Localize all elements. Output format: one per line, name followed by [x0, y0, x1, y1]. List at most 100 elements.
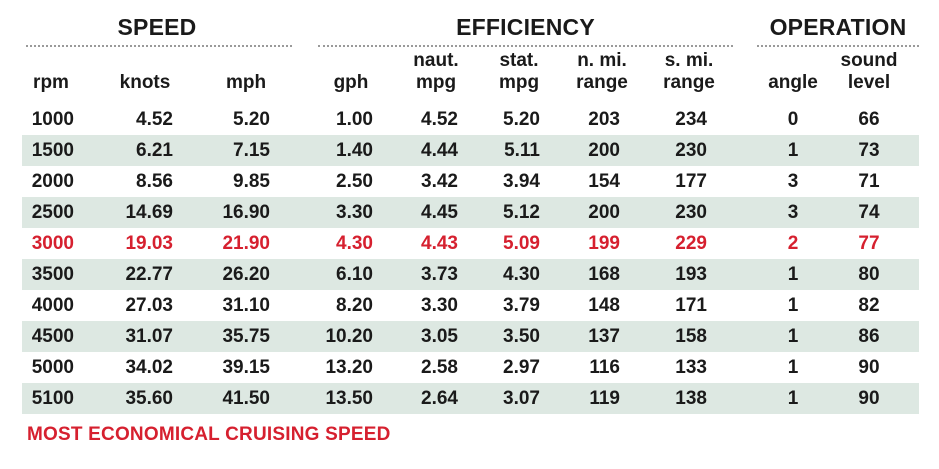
cell-naut-mpg: 4.52 — [421, 109, 458, 130]
cell-naut-mpg: 3.42 — [421, 171, 458, 192]
operation-divider — [757, 45, 919, 47]
cell-rpm: 2500 — [31, 202, 74, 223]
cell-n-mi-range: 203 — [588, 109, 620, 130]
cell-angle: 1 — [787, 326, 799, 347]
cell-rpm: 4500 — [31, 326, 74, 347]
cell-mph: 9.85 — [233, 171, 270, 192]
cell-gph: 6.10 — [336, 264, 373, 285]
cell-n-mi-range: 119 — [589, 388, 620, 409]
cell-stat-mpg: 5.09 — [503, 233, 540, 254]
header-sound-level: sound level — [829, 50, 909, 94]
cell-n-mi-range: 200 — [588, 140, 620, 161]
header-n-mi-range-line: range — [576, 72, 628, 93]
table-row: 1000 4.52 5.20 1.00 4.52 5.20 203 234 0 66 — [22, 104, 919, 135]
cell-n-mi-range: 200 — [588, 202, 620, 223]
cell-stat-mpg: 3.50 — [503, 326, 540, 347]
table-row: 5000 34.02 39.15 13.20 2.58 2.97 116 133 1 90 — [22, 352, 919, 383]
cell-sound-level: 90 — [858, 388, 880, 409]
cell-mph: 21.90 — [222, 233, 270, 254]
cell-mph: 16.90 — [222, 202, 270, 223]
header-knots-line: knots — [119, 72, 171, 93]
cell-rpm: 5000 — [31, 357, 74, 378]
cell-n-mi-range: 148 — [588, 295, 620, 316]
cell-s-mi-range: 133 — [675, 357, 707, 378]
table-row: 5100 35.60 41.50 13.50 2.64 3.07 119 138 1 90 — [22, 383, 919, 414]
cell-naut-mpg: 4.45 — [421, 202, 458, 223]
cell-n-mi-range: 116 — [589, 357, 620, 378]
cell-s-mi-range: 230 — [675, 140, 707, 161]
header-knots: knots — [105, 72, 185, 94]
cell-s-mi-range: 158 — [675, 326, 707, 347]
cell-rpm: 2000 — [31, 171, 74, 192]
cell-s-mi-range: 171 — [675, 295, 707, 316]
cell-n-mi-range: 199 — [588, 233, 620, 254]
cell-mph: 5.20 — [233, 109, 270, 130]
cell-sound-level: 77 — [858, 233, 880, 254]
cell-s-mi-range: 193 — [675, 264, 707, 285]
header-angle-line: angle — [768, 72, 818, 93]
cell-sound-level: 74 — [858, 202, 880, 223]
header-naut-mpg: naut. mpg — [396, 50, 476, 94]
cell-knots: 27.03 — [125, 295, 173, 316]
cell-knots: 34.02 — [125, 357, 173, 378]
cell-angle: 1 — [787, 357, 799, 378]
cell-s-mi-range: 138 — [675, 388, 707, 409]
cell-angle: 1 — [787, 388, 799, 409]
cell-angle: 0 — [787, 109, 799, 130]
header-naut-mpg-line: naut. — [413, 50, 459, 71]
cell-rpm: 3500 — [31, 264, 74, 285]
speed-divider — [26, 45, 292, 47]
cell-sound-level: 71 — [858, 171, 880, 192]
cell-stat-mpg: 5.11 — [504, 140, 540, 161]
cell-stat-mpg: 3.79 — [503, 295, 540, 316]
cell-mph: 41.50 — [222, 388, 270, 409]
table-row: 4500 31.07 35.75 10.20 3.05 3.50 137 158 1 86 — [22, 321, 919, 352]
cell-knots: 8.56 — [136, 171, 173, 192]
cell-gph: 1.00 — [336, 109, 373, 130]
cell-angle: 1 — [787, 295, 799, 316]
header-s-mi-range-line: s. mi. — [664, 50, 714, 71]
header-n-mi-range: n. mi. range — [562, 50, 642, 94]
header-naut-mpg-line: mpg — [415, 72, 457, 93]
cell-naut-mpg: 3.05 — [421, 326, 458, 347]
cell-rpm: 3000 — [31, 233, 74, 254]
header-gph-line: gph — [333, 72, 369, 93]
cell-sound-level: 86 — [858, 326, 880, 347]
cell-stat-mpg: 4.30 — [503, 264, 540, 285]
header-mph-line: mph — [225, 72, 267, 93]
cell-gph: 8.20 — [336, 295, 373, 316]
cell-rpm: 1500 — [31, 140, 74, 161]
cell-gph: 2.50 — [336, 171, 373, 192]
cell-angle: 3 — [787, 171, 799, 192]
cell-mph: 39.15 — [222, 357, 270, 378]
group-title-efficiency: EFFICIENCY — [456, 14, 595, 40]
cell-naut-mpg: 3.73 — [421, 264, 458, 285]
header-stat-mpg: stat. mpg — [479, 50, 559, 94]
header-stat-mpg-line: stat. — [499, 50, 539, 71]
cell-knots: 19.03 — [125, 233, 173, 254]
cell-n-mi-range: 154 — [588, 171, 620, 192]
cell-stat-mpg: 5.12 — [503, 202, 540, 223]
cell-gph: 13.50 — [325, 388, 373, 409]
cell-s-mi-range: 230 — [675, 202, 707, 223]
cell-gph: 13.20 — [325, 357, 373, 378]
header-s-mi-range: s. mi. range — [649, 50, 729, 94]
table-row: 4000 27.03 31.10 8.20 3.30 3.79 148 171 1 82 — [22, 290, 919, 321]
cell-mph: 26.20 — [222, 264, 270, 285]
cell-sound-level: 90 — [858, 357, 880, 378]
cell-naut-mpg: 4.43 — [421, 233, 458, 254]
table-row: 2000 8.56 9.85 2.50 3.42 3.94 154 177 3 71 — [22, 166, 919, 197]
cell-sound-level: 82 — [858, 295, 880, 316]
cell-naut-mpg: 4.44 — [421, 140, 458, 161]
cell-angle: 2 — [787, 233, 799, 254]
cell-s-mi-range: 229 — [675, 233, 707, 254]
cell-s-mi-range: 234 — [675, 109, 707, 130]
cell-gph: 10.20 — [325, 326, 373, 347]
cell-knots: 6.21 — [136, 140, 173, 161]
cell-naut-mpg: 3.30 — [421, 295, 458, 316]
cell-sound-level: 66 — [858, 109, 880, 130]
header-s-mi-range-line: range — [663, 72, 715, 93]
header-gph: gph — [311, 72, 391, 94]
cell-sound-level: 73 — [858, 140, 880, 161]
cell-mph: 7.15 — [233, 140, 270, 161]
